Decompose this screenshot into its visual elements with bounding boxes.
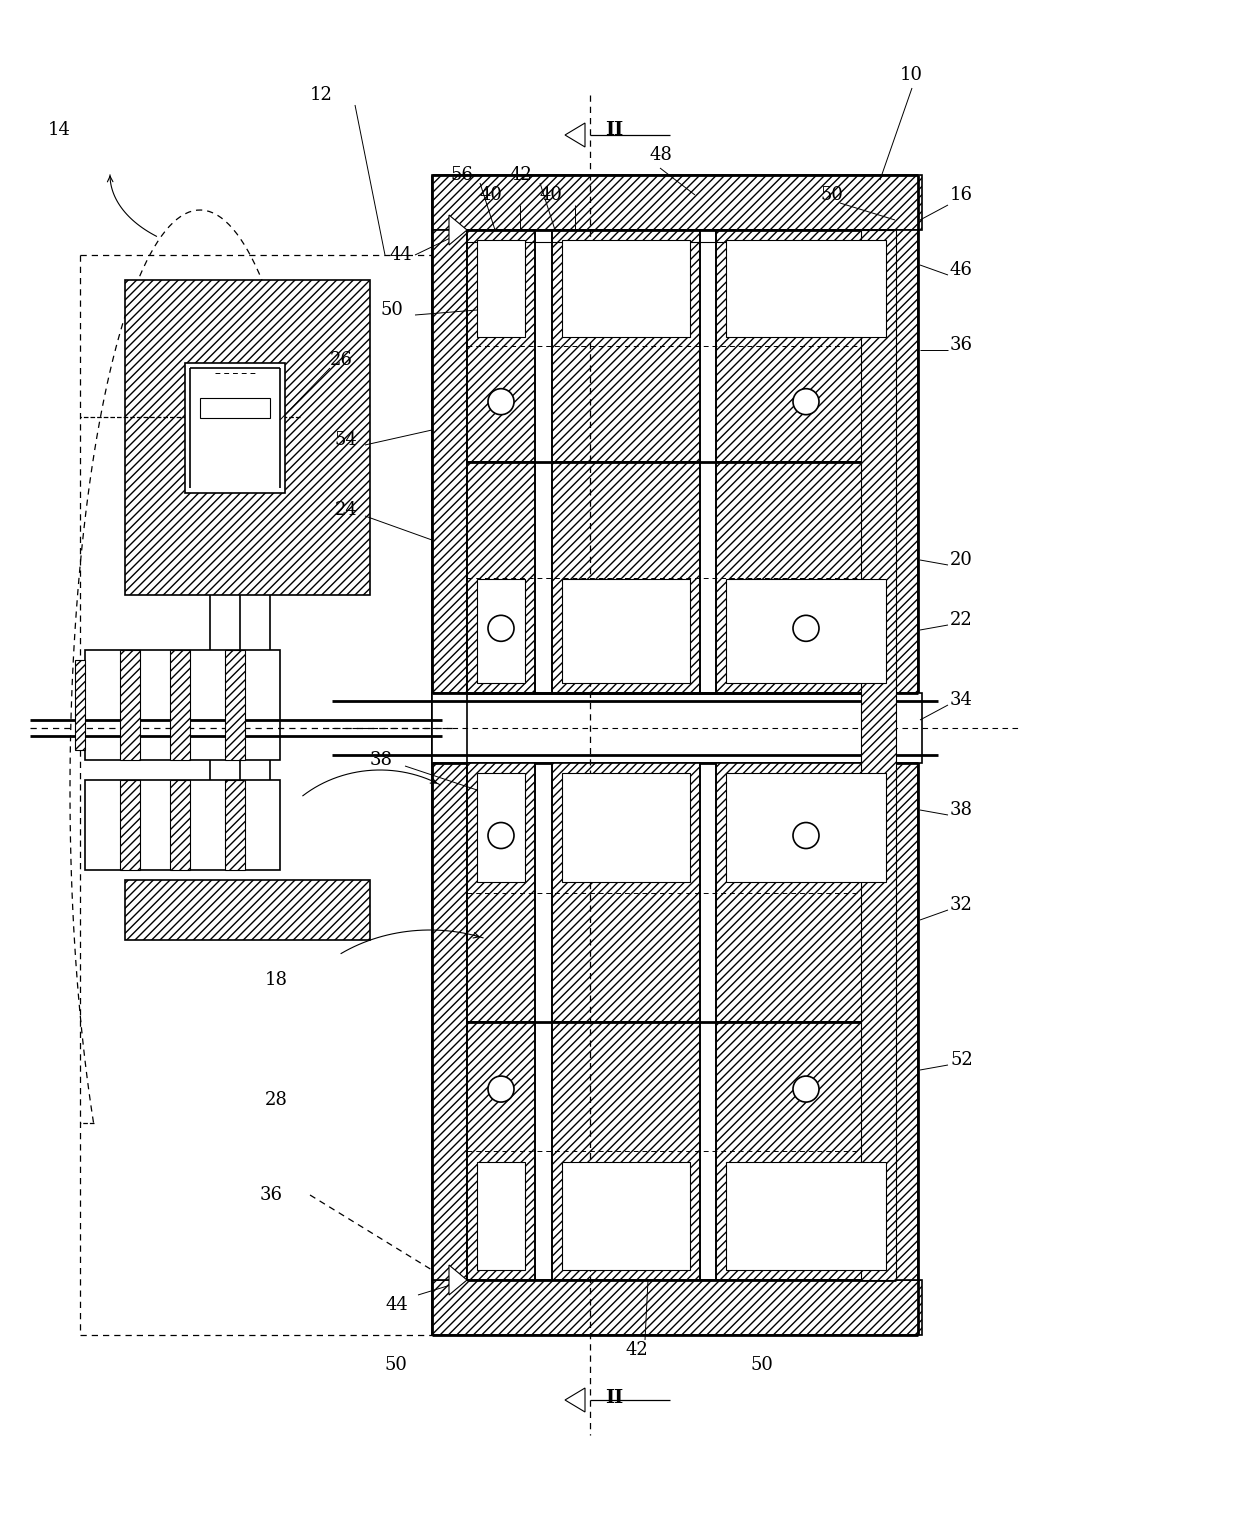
Bar (467, 764, 534, 1023)
Text: 44: 44 (384, 1295, 408, 1314)
Text: 48: 48 (650, 145, 673, 164)
Circle shape (489, 823, 515, 848)
Text: 50: 50 (379, 301, 403, 320)
Bar (725, 579, 887, 683)
Polygon shape (565, 1388, 585, 1412)
Text: 52: 52 (950, 1051, 972, 1070)
Text: 20: 20 (950, 551, 973, 570)
Bar (715, 462, 897, 692)
Bar (552, 462, 701, 692)
Circle shape (794, 389, 818, 415)
Text: 16: 16 (950, 186, 973, 205)
Bar (562, 773, 689, 882)
Text: 40: 40 (539, 186, 563, 205)
Text: 32: 32 (950, 895, 973, 914)
Text: II: II (605, 1389, 624, 1407)
Bar (200, 398, 270, 418)
Bar (562, 239, 689, 338)
Bar (432, 1280, 923, 1335)
Bar (467, 230, 534, 462)
Bar (120, 780, 140, 870)
Text: 50: 50 (750, 1356, 773, 1374)
Text: 42: 42 (510, 167, 533, 183)
Text: 12: 12 (310, 86, 332, 105)
Text: 40: 40 (480, 186, 503, 205)
Text: 36: 36 (950, 336, 973, 355)
Bar (715, 764, 897, 1023)
Text: 36: 36 (260, 1186, 283, 1204)
Bar (562, 579, 689, 683)
Bar (170, 650, 190, 761)
Bar (185, 364, 285, 494)
Circle shape (489, 389, 515, 415)
Bar (552, 230, 701, 462)
Bar (125, 280, 370, 595)
Bar (224, 780, 246, 870)
Text: 22: 22 (950, 611, 972, 629)
Bar (86, 650, 280, 761)
Text: 14: 14 (48, 121, 71, 139)
Text: 50: 50 (384, 1356, 408, 1374)
Bar (861, 230, 897, 1280)
Text: 46: 46 (950, 261, 973, 279)
Bar (432, 230, 467, 1280)
Bar (562, 1162, 689, 1270)
Text: 18: 18 (265, 971, 288, 989)
Circle shape (794, 615, 818, 641)
Bar (715, 230, 897, 462)
Bar (897, 230, 918, 1280)
Bar (467, 1023, 534, 1280)
Bar (86, 780, 280, 870)
Bar (725, 239, 887, 338)
Bar (170, 780, 190, 870)
Bar (715, 1023, 897, 1280)
Circle shape (489, 1076, 515, 1101)
Bar (477, 239, 525, 338)
Bar (725, 1162, 887, 1270)
Polygon shape (449, 215, 467, 245)
Bar (552, 1023, 701, 1280)
Circle shape (794, 823, 818, 848)
Text: 24: 24 (335, 501, 358, 520)
Polygon shape (565, 123, 585, 147)
Bar (725, 773, 887, 882)
Text: II: II (605, 121, 624, 139)
Text: 26: 26 (330, 351, 353, 370)
Bar (477, 773, 525, 882)
Text: 28: 28 (265, 1091, 288, 1109)
Circle shape (794, 1076, 818, 1101)
Bar (120, 650, 140, 761)
Polygon shape (449, 1265, 467, 1295)
Text: 38: 38 (370, 751, 393, 770)
Bar (477, 1162, 525, 1270)
Text: 56: 56 (450, 167, 472, 183)
Bar (552, 764, 701, 1023)
Text: 54: 54 (335, 430, 358, 448)
Text: 38: 38 (950, 801, 973, 820)
Circle shape (489, 615, 515, 641)
Text: 34: 34 (950, 691, 973, 709)
Bar (477, 579, 525, 683)
Text: 44: 44 (391, 245, 413, 264)
Text: 42: 42 (625, 1341, 647, 1359)
Text: 10: 10 (900, 67, 923, 83)
Bar (224, 650, 246, 761)
Bar (74, 661, 86, 750)
Bar (125, 880, 370, 939)
Bar (432, 692, 923, 764)
Bar (432, 176, 923, 230)
Bar (467, 462, 534, 692)
Text: 50: 50 (820, 186, 843, 205)
